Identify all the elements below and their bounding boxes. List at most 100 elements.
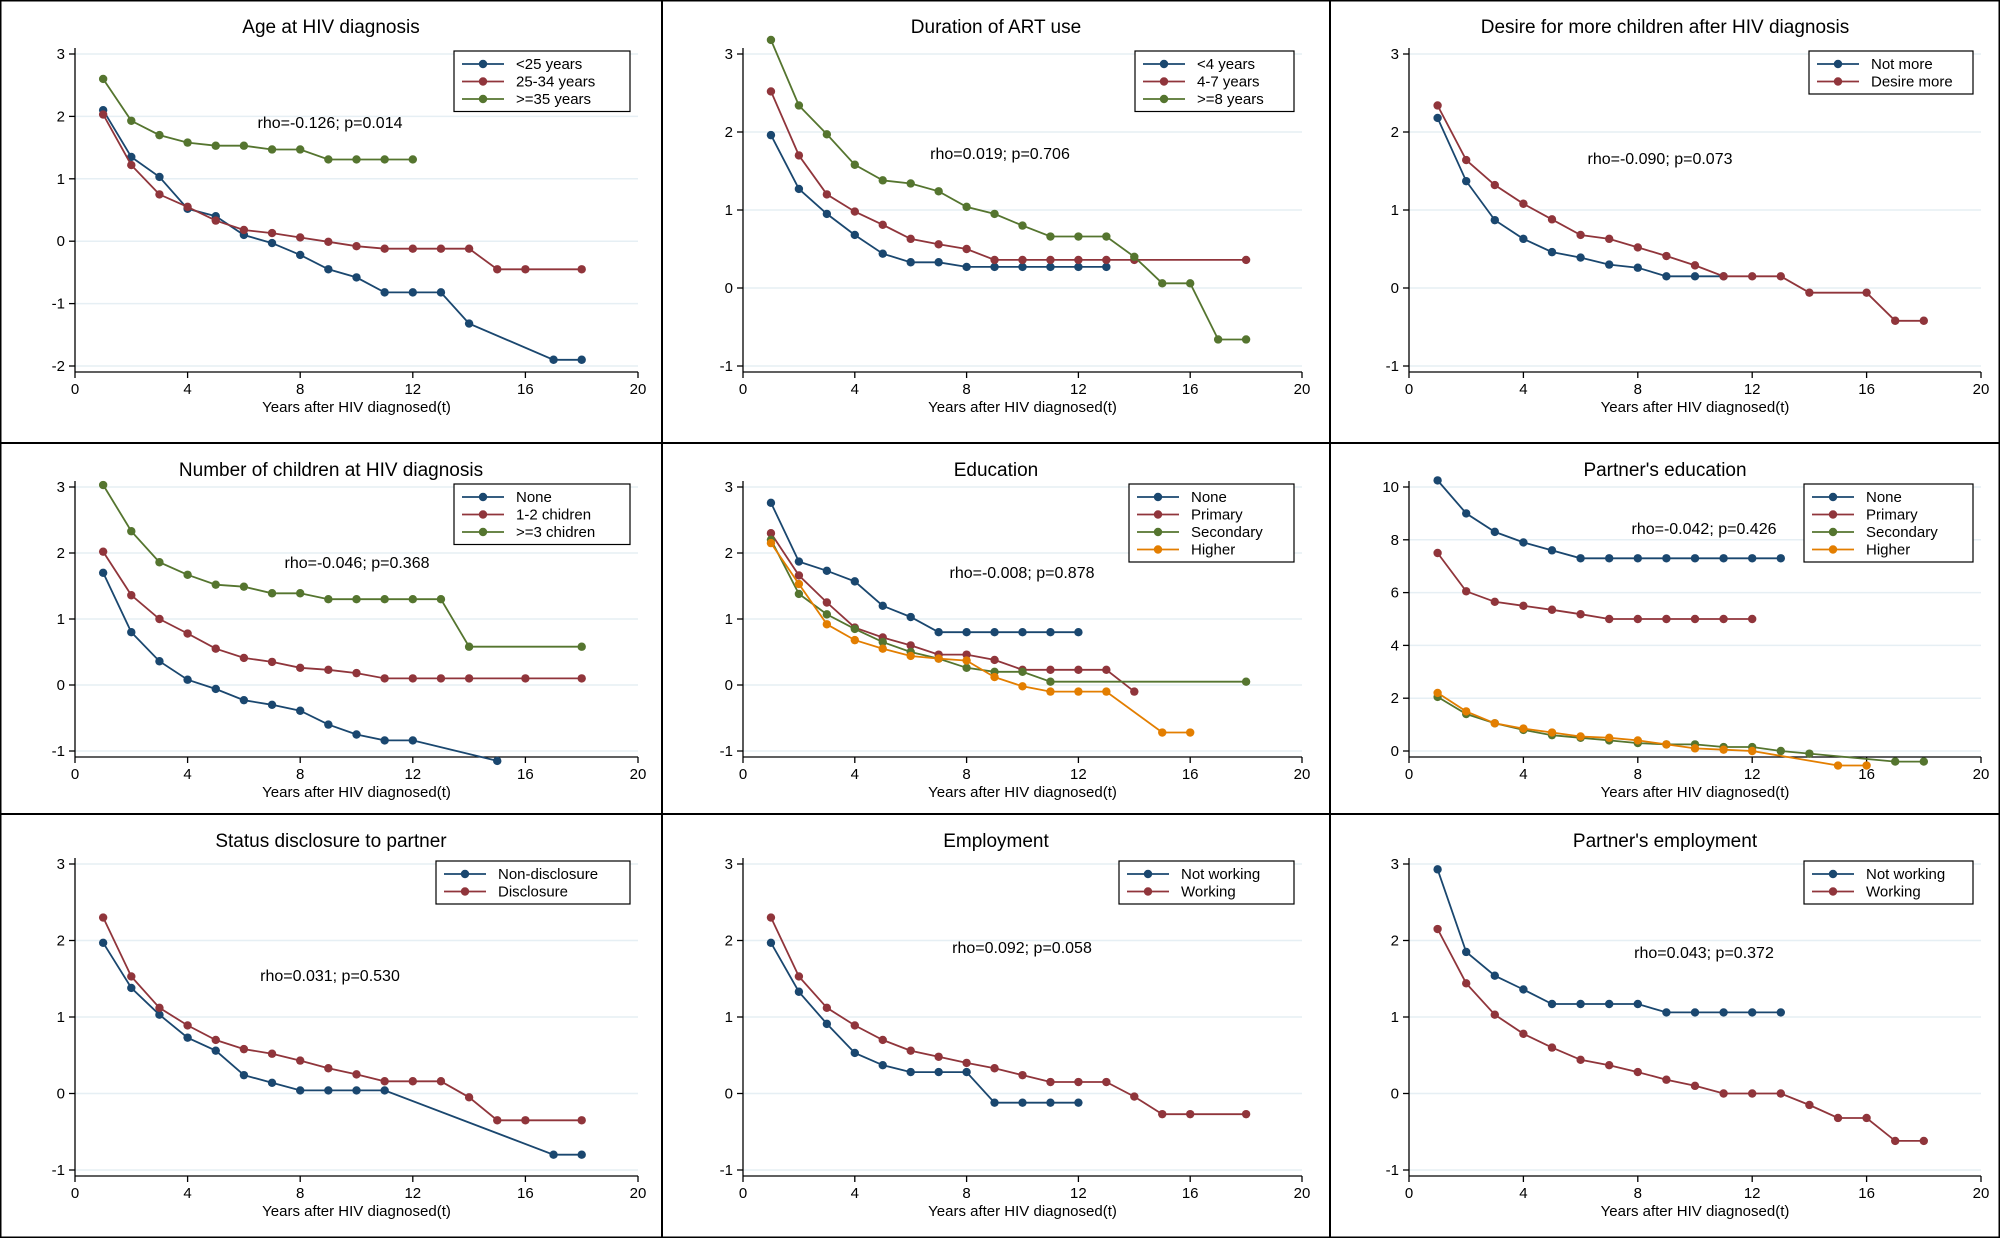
rho-annotation: rho=-0.126; p=0.014 (257, 115, 402, 132)
x-tick-label: 0 (71, 1185, 79, 1202)
data-point (155, 614, 164, 624)
legend-marker (478, 94, 488, 104)
data-point (296, 1086, 305, 1095)
data-point (577, 1150, 586, 1159)
legend-marker (1153, 492, 1163, 502)
legend-label: Desire more (1871, 74, 1953, 91)
data-point (962, 628, 971, 637)
data-point (850, 207, 859, 216)
legend-marker (1159, 94, 1169, 104)
series-line (770, 539, 1247, 683)
x-tick-label: 0 (1405, 1185, 1413, 1202)
data-point (878, 601, 887, 610)
data-point (1833, 761, 1843, 770)
data-point (464, 1093, 474, 1102)
data-point (1462, 587, 1471, 596)
data-point (766, 529, 776, 538)
data-point (267, 589, 277, 598)
x-axis-label: Years after HIV diagnosed(t) (928, 784, 1117, 801)
data-point (1748, 272, 1757, 281)
data-point (1605, 234, 1614, 244)
data-point (155, 657, 164, 666)
data-point (990, 209, 999, 219)
data-point (380, 1077, 389, 1086)
panel-title: Partner's education (1583, 460, 1746, 481)
data-point (127, 983, 136, 993)
data-point (1919, 1136, 1929, 1146)
data-point (577, 1116, 586, 1125)
x-axis-label: Years after HIV diagnosed(t) (1601, 1203, 1790, 1220)
panel-title: Status disclosure to partner (215, 831, 447, 852)
data-point (1547, 1043, 1557, 1052)
data-point (1833, 1113, 1843, 1123)
legend-marker (460, 869, 470, 879)
panel-4: Number of children at HIV diagnosis-1012… (52, 460, 647, 801)
legend-marker (1153, 527, 1163, 537)
y-tick-label: 2 (1391, 690, 1399, 707)
data-point (906, 1046, 915, 1055)
y-tick-label: 4 (1391, 637, 1399, 654)
x-tick-label: 4 (851, 1185, 859, 1202)
panel-title: Number of children at HIV diagnosis (179, 460, 483, 481)
data-point (850, 1021, 859, 1030)
data-point (990, 1098, 999, 1107)
data-point (352, 1086, 361, 1095)
y-tick-label: 3 (725, 856, 733, 873)
x-axis-label: Years after HIV diagnosed(t) (928, 399, 1117, 416)
data-point (1519, 601, 1528, 610)
x-tick-label: 8 (296, 1185, 304, 1202)
data-point (1462, 176, 1471, 186)
data-point (1046, 232, 1055, 241)
data-point (850, 160, 859, 169)
data-point (1633, 243, 1643, 252)
x-tick-label: 0 (71, 381, 79, 398)
legend-marker (1828, 545, 1838, 554)
legend-label: Non-disclosure (498, 866, 598, 883)
data-point (850, 624, 859, 634)
data-point (1690, 261, 1700, 270)
data-point (990, 1064, 999, 1073)
series-line (770, 942, 1079, 1104)
data-point (1576, 610, 1585, 619)
data-point (1130, 1092, 1139, 1101)
data-point (1805, 1100, 1814, 1110)
data-point (1102, 665, 1111, 675)
rho-annotation: rho=-0.042; p=0.426 (1631, 521, 1776, 538)
series-line (102, 109, 582, 361)
data-point (352, 595, 361, 604)
y-tick-label: 0 (1391, 280, 1399, 297)
legend-box (1118, 860, 1295, 905)
data-point (906, 612, 915, 622)
legend-box (1803, 860, 1974, 905)
data-point (380, 736, 389, 745)
data-point (1241, 335, 1251, 344)
data-point (436, 674, 446, 683)
data-point (1605, 260, 1614, 269)
legend-marker (1143, 869, 1153, 879)
data-point (794, 184, 804, 194)
x-tick-label: 8 (962, 1185, 970, 1202)
data-point (934, 1067, 943, 1077)
data-point (296, 233, 305, 242)
data-point (1046, 665, 1055, 675)
data-point (1576, 999, 1585, 1009)
data-point (436, 1077, 446, 1086)
data-point (1158, 728, 1167, 737)
y-tick-label: 3 (1391, 46, 1399, 63)
data-point (766, 130, 776, 140)
data-point (127, 152, 136, 162)
data-point (267, 238, 277, 248)
data-point (1462, 979, 1471, 988)
data-point (577, 642, 586, 651)
x-tick-label: 8 (1634, 1185, 1642, 1202)
legend-marker (1153, 545, 1163, 554)
legend-marker (478, 492, 488, 502)
legend-label: 1-2 chidren (516, 507, 591, 524)
data-point (1605, 733, 1614, 742)
y-tick-label: 1 (57, 171, 65, 188)
data-point (1046, 677, 1055, 686)
rho-annotation: rho=-0.046; p=0.368 (284, 555, 429, 572)
y-tick-label: 3 (57, 479, 65, 496)
